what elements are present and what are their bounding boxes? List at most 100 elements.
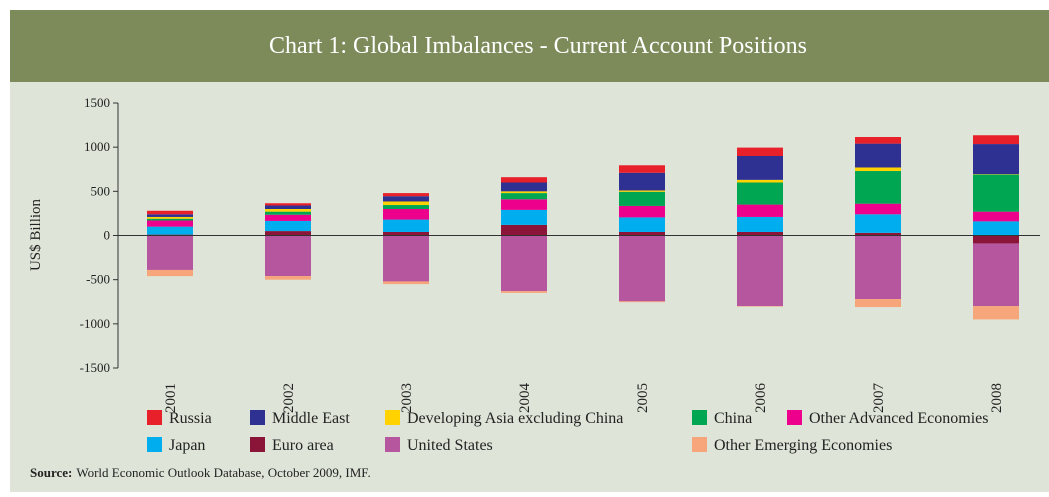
bar-segment xyxy=(383,281,429,284)
bar-segment xyxy=(855,167,901,171)
source: Source:World Economic Outlook Database, … xyxy=(30,465,371,480)
legend-swatch xyxy=(787,410,802,425)
x-tick-label: 2004 xyxy=(517,383,533,414)
bar-segment xyxy=(737,236,783,307)
bar-segment xyxy=(619,192,665,206)
bar-segment xyxy=(501,291,547,293)
bar-segment xyxy=(265,205,311,209)
bar-segment xyxy=(619,165,665,173)
bar-segment xyxy=(973,175,1019,212)
legend-label: Japan xyxy=(169,437,205,454)
x-tick-label: 2005 xyxy=(635,383,651,413)
legend-swatch xyxy=(692,437,707,452)
x-tick-label: 2002 xyxy=(281,383,297,413)
bar-segment xyxy=(265,212,311,215)
bar-segment xyxy=(737,205,783,217)
bar-segment xyxy=(265,221,311,231)
bar-segment xyxy=(855,214,901,233)
bar-segment xyxy=(383,232,429,236)
legend-label: Euro area xyxy=(272,437,334,454)
bar-segment xyxy=(619,173,665,191)
bar-segment xyxy=(147,217,193,219)
bar-segment xyxy=(737,180,783,183)
legend-label: Other Emerging Economies xyxy=(714,437,892,454)
y-tick-label: -1000 xyxy=(80,316,110,331)
legend-label: Russia xyxy=(169,410,212,427)
bar-segment xyxy=(501,191,547,193)
bar-segment xyxy=(973,236,1019,244)
bar-segment xyxy=(973,221,1019,235)
bar-segment xyxy=(737,232,783,236)
bar-segment xyxy=(383,201,429,205)
bar-segment xyxy=(855,171,901,204)
source-text: World Economic Outlook Database, October… xyxy=(76,465,370,480)
legend-label: Middle East xyxy=(272,410,350,427)
bar-segment xyxy=(147,219,193,221)
x-tick-label: 2006 xyxy=(753,383,769,414)
bar-segment xyxy=(855,204,901,215)
bar-segment xyxy=(501,199,547,210)
bar-segment xyxy=(973,135,1019,144)
bar-segment xyxy=(619,236,665,302)
bar-segment xyxy=(973,306,1019,319)
legend-swatch xyxy=(147,410,162,425)
bar-segment xyxy=(383,205,429,209)
legend-label: China xyxy=(714,410,752,427)
bar-segment xyxy=(619,301,665,302)
y-tick-label: 1500 xyxy=(84,95,110,110)
bar-segment xyxy=(501,183,547,192)
bar-segment xyxy=(265,215,311,221)
bar-segment xyxy=(265,236,311,277)
bar-segment xyxy=(147,214,193,217)
bar-segment xyxy=(855,299,901,307)
bar-segment xyxy=(501,225,547,236)
x-tick-label: 2003 xyxy=(399,383,415,413)
legend-swatch xyxy=(692,410,707,425)
x-tick-label: 2007 xyxy=(871,383,887,414)
bar-segment xyxy=(147,236,193,270)
y-tick-label: -1500 xyxy=(80,360,110,375)
bar-segment xyxy=(147,270,193,276)
chart-title: Chart 1: Global Imbalances - Current Acc… xyxy=(269,33,807,59)
bar-segment xyxy=(619,206,665,217)
bar-segment xyxy=(973,144,1019,174)
x-tick-label: 2008 xyxy=(989,383,1005,413)
bar-segment xyxy=(855,144,901,168)
bar-segment xyxy=(619,217,665,232)
legend-swatch xyxy=(385,437,400,452)
legend-label: Other Advanced Economies xyxy=(809,410,989,427)
y-tick-label: 0 xyxy=(104,228,111,243)
bar-segment xyxy=(383,236,429,282)
bar-segment xyxy=(383,196,429,201)
legend-swatch xyxy=(250,410,265,425)
bar-segment xyxy=(737,148,783,156)
legend-label: United States xyxy=(407,437,493,454)
bar-segment xyxy=(383,220,429,232)
legend-swatch xyxy=(250,437,265,452)
bar-segment xyxy=(855,137,901,144)
x-tick-label: 2001 xyxy=(163,383,179,413)
bar-segment xyxy=(147,220,193,226)
bar-segment xyxy=(619,190,665,191)
y-tick-label: 1000 xyxy=(84,139,110,154)
y-tick-label: -500 xyxy=(86,272,110,287)
legend-swatch xyxy=(385,410,400,425)
bar-segment xyxy=(265,209,311,212)
bar-segment xyxy=(855,236,901,300)
bar-segment xyxy=(147,227,193,235)
bar-segment xyxy=(501,210,547,225)
bar-segment xyxy=(501,177,547,182)
bar-segment xyxy=(973,212,1019,222)
bar-segment xyxy=(501,236,547,292)
bar-segment xyxy=(737,217,783,232)
bar-segment xyxy=(265,231,311,235)
bar-segment xyxy=(737,156,783,180)
bar-segment xyxy=(383,209,429,220)
bar-segment xyxy=(619,232,665,236)
y-tick-label: 500 xyxy=(91,183,111,198)
legend-label: Developing Asia excluding China xyxy=(407,410,623,427)
bar-segment xyxy=(147,211,193,215)
bar-segment xyxy=(973,243,1019,306)
